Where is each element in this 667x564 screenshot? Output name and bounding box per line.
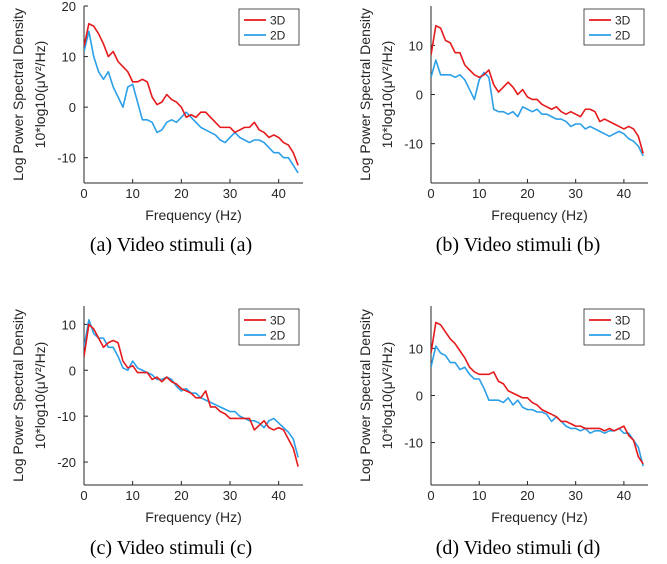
y-tick-label: 10 (409, 38, 423, 53)
x-axis-label: Frequency (Hz) (145, 509, 241, 525)
legend-label: 2D (270, 329, 286, 343)
legend-box (238, 308, 300, 346)
legend-box (583, 308, 645, 346)
x-tick-label: 0 (427, 186, 434, 201)
x-tick-label: 30 (223, 186, 237, 201)
panel-caption: (c) Video stimuli (c) (90, 537, 252, 559)
series-line-3d (84, 22, 299, 166)
y-tick-label: 10 (62, 50, 76, 65)
x-tick-label: 10 (125, 488, 139, 503)
x-tick-label: 10 (125, 186, 139, 201)
x-tick-label: 40 (271, 186, 285, 201)
y-tick-label: 0 (69, 100, 76, 115)
y-axis-label-line2: 10*log10(μV²/Hz) (379, 342, 395, 450)
y-tick-label: 0 (416, 88, 423, 103)
legend-label: 3D (270, 314, 286, 328)
y-axis-label-line1: Log Power Spectral Density (357, 8, 373, 181)
chart-panel-2: 0 10 20 30 40 10 0 -10 Frequency (Hz) Log Power S… (357, 6, 648, 256)
chart-panel-1: 0 10 20 30 40 20 10 0 -10 Frequency (Hz) Log Power… (10, 0, 303, 256)
x-tick-label: 10 (472, 186, 486, 201)
y-tick-label: 10 (62, 317, 76, 332)
x-tick-label: 10 (472, 488, 486, 503)
x-tick-label: 30 (568, 186, 582, 201)
y-tick-label: -10 (404, 436, 423, 451)
y-tick-label: -20 (57, 455, 76, 470)
y-axis-label-line1: Log Power Spectral Density (10, 309, 26, 482)
panel-caption: (d) Video stimuli (d) (436, 537, 601, 559)
y-tick-label: 0 (416, 389, 423, 404)
series-line-3d (431, 24, 644, 154)
x-tick-label: 30 (568, 488, 582, 503)
y-tick-label: 10 (409, 341, 423, 356)
x-axis-label: Frequency (Hz) (491, 509, 587, 525)
x-tick-label: 20 (520, 186, 534, 201)
x-tick-label: 0 (80, 186, 87, 201)
legend-label: 2D (615, 29, 631, 43)
y-tick-label: 20 (62, 0, 76, 14)
legend-label: 3D (615, 14, 631, 28)
y-axis-label-line2: 10*log10(μV²/Hz) (32, 342, 48, 450)
legend-label: 3D (615, 314, 631, 328)
y-axis-label-line2: 10*log10(μV²/Hz) (32, 41, 48, 149)
x-tick-label: 0 (80, 488, 87, 503)
y-tick-label: -10 (57, 151, 76, 166)
panel-caption: (a) Video stimuli (a) (90, 234, 252, 256)
y-tick-label: -10 (57, 409, 76, 424)
y-axis-label-line1: Log Power Spectral Density (10, 8, 26, 181)
x-tick-label: 20 (174, 488, 188, 503)
x-axis-label: Frequency (Hz) (145, 207, 241, 223)
x-tick-label: 40 (271, 488, 285, 503)
legend-box (238, 8, 300, 46)
y-tick-label: 0 (69, 363, 76, 378)
y-axis-label-line1: Log Power Spectral Density (357, 309, 373, 482)
series-line-3d (84, 323, 299, 467)
x-tick-label: 0 (427, 488, 434, 503)
x-tick-label: 20 (520, 488, 534, 503)
x-tick-label: 30 (223, 488, 237, 503)
legend-label: 2D (270, 29, 286, 43)
chart-panel-4: 0 10 20 30 40 10 0 -10 Frequency (Hz) Log Power S… (357, 306, 648, 559)
series-line-3d (431, 321, 644, 465)
x-axis-label: Frequency (Hz) (491, 207, 587, 223)
legend-label: 3D (270, 14, 286, 28)
series-line-2d (84, 30, 299, 174)
panel-caption: (b) Video stimuli (b) (436, 234, 601, 256)
chart-panel-3: 0 10 20 30 40 10 0 -10 -20 Frequency (Hz) Log Powe… (10, 306, 303, 559)
x-tick-label: 40 (617, 186, 631, 201)
series-line-2d (431, 345, 644, 467)
legend-box (583, 8, 645, 46)
series-line-2d (431, 59, 644, 157)
x-tick-label: 40 (617, 488, 631, 503)
legend-label: 2D (615, 329, 631, 343)
y-tick-label: -10 (404, 137, 423, 152)
x-tick-label: 20 (174, 186, 188, 201)
y-axis-label-line2: 10*log10(μV²/Hz) (379, 41, 395, 149)
